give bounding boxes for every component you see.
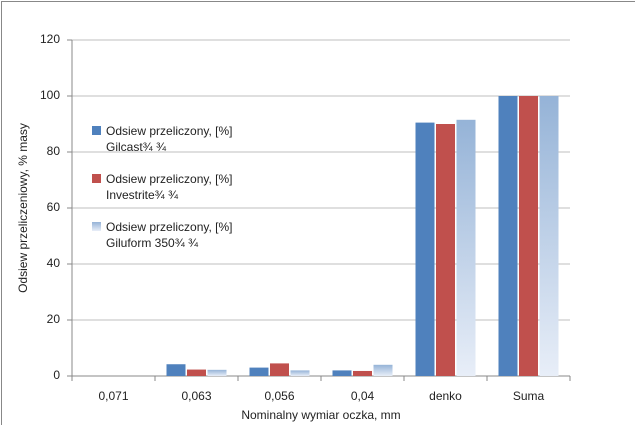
bar (207, 369, 227, 376)
y-tick-label: 20 (47, 312, 61, 326)
bar (270, 363, 289, 376)
bar (498, 96, 518, 376)
legend-label: Odsiew przeliczony, [%] Giluform 350¾ ¾ (106, 220, 233, 250)
legend-label: Odsiew przeliczony, [%] Gilcast¾ ¾ (106, 124, 233, 154)
x-tick-label: 0,04 (351, 389, 375, 403)
y-tick-label: 40 (47, 256, 61, 270)
y-tick-label: 80 (47, 144, 61, 158)
y-tick-label: 60 (47, 200, 61, 214)
bar (436, 124, 455, 376)
bar (187, 369, 206, 376)
legend-label: Odsiew przeliczony, [%] Investrite¾ ¾ (106, 172, 233, 202)
bar (166, 364, 186, 376)
bar (249, 367, 269, 376)
legend-swatch (92, 174, 101, 183)
legend-item: Odsiew przeliczony, [%] Gilcast¾ ¾ (92, 123, 262, 155)
x-tick-label: 0,063 (181, 389, 211, 403)
legend-swatch (92, 222, 101, 231)
y-axis-title: Odsiew przeliczeniowy, % masy (16, 123, 30, 293)
y-tick-label: 120 (40, 32, 60, 46)
bar (519, 96, 538, 376)
legend: Odsiew przeliczony, [%] Gilcast¾ ¾ Odsiew… (92, 123, 262, 267)
bar (290, 370, 310, 376)
bar (373, 364, 393, 376)
y-tick-label: 100 (40, 88, 60, 102)
legend-item: Odsiew przeliczony, [%] Giluform 350¾ ¾ (92, 219, 262, 251)
legend-item: Odsiew przeliczony, [%] Investrite¾ ¾ (92, 171, 262, 203)
bar (353, 370, 372, 376)
x-tick-label: denko (429, 389, 462, 403)
x-axis-title: Nominalny wymiar oczka, mm (241, 408, 400, 422)
x-tick-label: 0,071 (98, 389, 128, 403)
bar (332, 370, 352, 376)
bar (415, 122, 435, 376)
x-tick-label: Suma (513, 389, 545, 403)
bar (456, 119, 476, 377)
legend-swatch (92, 126, 101, 135)
bar (539, 96, 559, 376)
x-tick-label: 0,056 (264, 389, 294, 403)
y-tick-label: 0 (53, 368, 60, 382)
